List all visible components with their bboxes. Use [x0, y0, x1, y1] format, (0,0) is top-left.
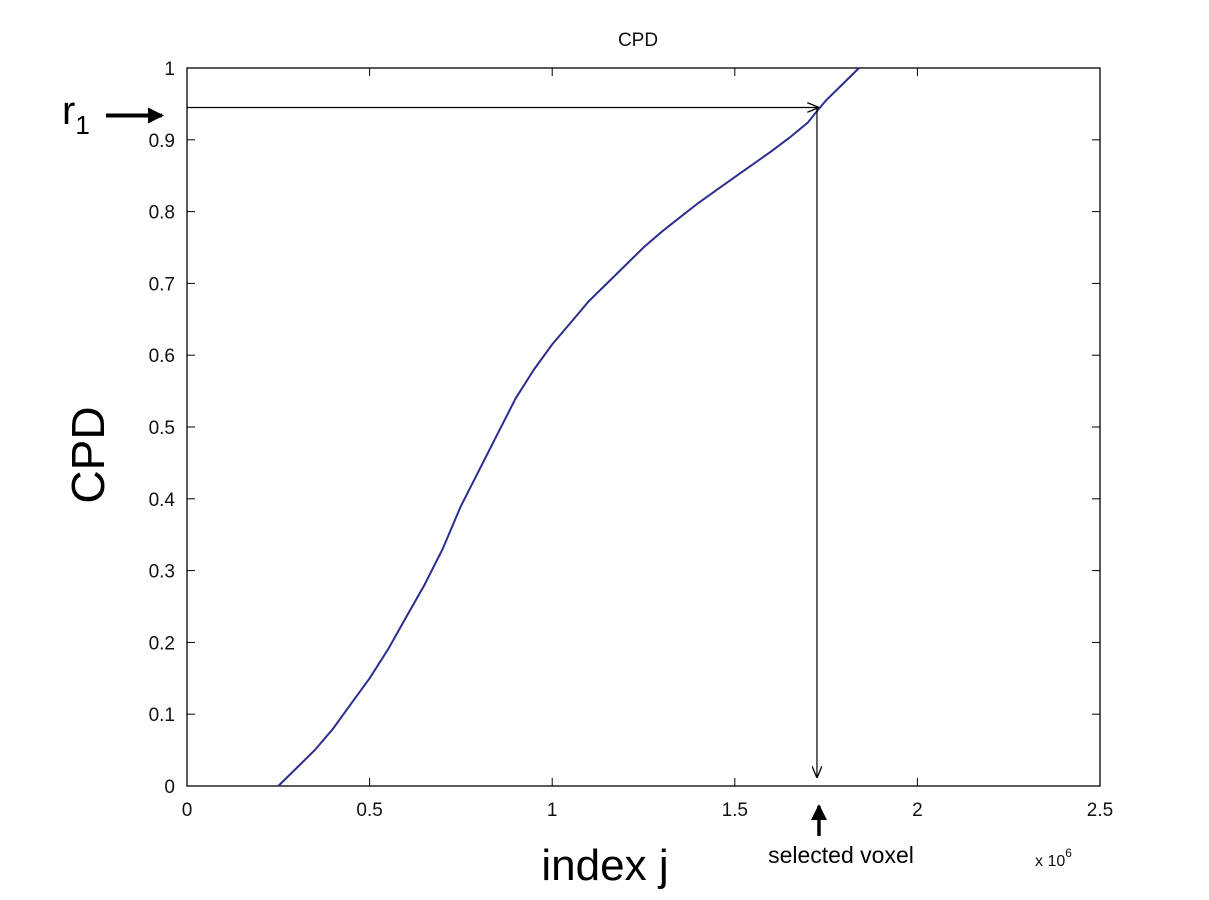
y-axis-label: CPD	[62, 406, 114, 503]
y-tick-label: 0.7	[149, 274, 175, 295]
y-tick-label: 0.4	[149, 490, 176, 511]
y-tick-label: 0.5	[149, 418, 175, 439]
y-tick-label: 0.6	[149, 346, 175, 367]
y-tick-label: 0.9	[149, 131, 175, 152]
x-axis: 0 0.5 1 1.5 2 2.5	[182, 68, 1113, 821]
plot-area	[186, 67, 1101, 787]
cpd-curve	[277, 67, 860, 787]
y-axis: 0 0.1 0.2 0.3 0.4 0.5 0.6 0.7 0.8 0.9 1	[149, 59, 1100, 798]
y-tick-label: 0	[164, 777, 175, 798]
y-tick-label: 1	[164, 59, 175, 80]
x-tick-label: 0.5	[356, 800, 382, 821]
y-tick-label: 0.1	[149, 705, 175, 726]
y-tick-label: 0.2	[149, 633, 175, 654]
chart-title: CPD	[618, 30, 658, 51]
x-axis-label: index j	[541, 841, 668, 890]
x-tick-label: 2.5	[1087, 800, 1113, 821]
r1-subscript: 1	[75, 110, 89, 140]
x-tick-label: 1	[547, 800, 558, 821]
x-scale-exponent: 6	[1065, 846, 1072, 860]
y-tick-label: 0.8	[149, 203, 175, 224]
selected-voxel-label: selected voxel	[768, 842, 914, 868]
x-tick-label: 1.5	[722, 800, 748, 821]
r1-label: r1	[62, 89, 90, 140]
x-scale-multiplier: x 106	[1035, 846, 1072, 870]
y-tick-label: 0.3	[149, 562, 175, 583]
x-tick-label: 2	[912, 800, 923, 821]
x-tick-label: 0	[182, 800, 193, 821]
